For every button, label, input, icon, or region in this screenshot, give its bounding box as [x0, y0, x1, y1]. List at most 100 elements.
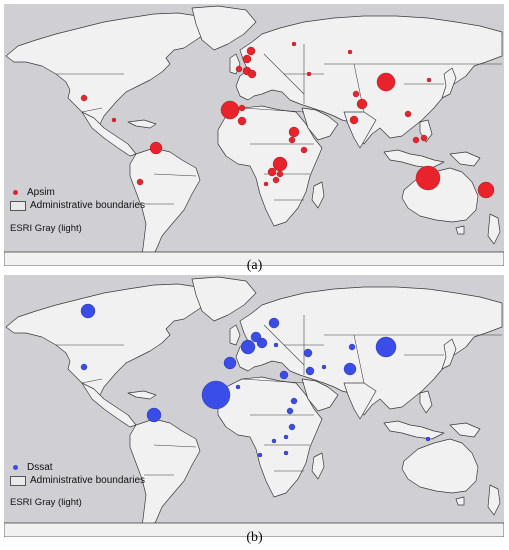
landmass-new-zealand	[487, 213, 501, 245]
landmass-africa	[217, 376, 323, 498]
study-site-marker	[257, 452, 263, 458]
landmass-japan	[441, 67, 457, 99]
study-site-marker	[237, 116, 247, 126]
landmass-india	[343, 382, 377, 420]
land-layer	[4, 276, 504, 537]
landmass-caribbean	[127, 390, 157, 400]
landmass-new-guinea	[449, 422, 481, 438]
basemap-label: ESRI Gray (light)	[10, 497, 82, 508]
landmass-africa	[217, 105, 323, 227]
landmass-north-america	[5, 12, 213, 129]
admin-boundary-line	[153, 444, 197, 448]
study-site-marker	[415, 165, 441, 191]
study-site-marker	[375, 336, 397, 358]
landmass-greenland	[191, 276, 257, 322]
landmass-south-america	[129, 418, 201, 534]
study-site-marker	[80, 363, 88, 371]
study-site-marker	[343, 362, 357, 376]
boundary-swatch-icon	[10, 475, 26, 486]
admin-boundary-line	[241, 378, 305, 384]
legend-series-label: Dssat	[27, 462, 53, 473]
study-site-marker	[80, 94, 88, 102]
study-site-marker	[425, 436, 431, 442]
landmass-madagascar	[311, 452, 325, 480]
study-site-marker	[288, 126, 300, 138]
study-site-marker	[271, 438, 277, 444]
study-site-marker	[238, 104, 246, 112]
study-site-marker	[290, 397, 298, 405]
study-site-marker	[300, 146, 308, 154]
study-site-marker	[321, 364, 327, 370]
caption-b: (b)	[246, 530, 263, 545]
admin-boundary-line	[81, 107, 103, 113]
study-site-marker	[240, 339, 256, 355]
study-site-marker	[272, 156, 288, 172]
study-site-marker	[286, 407, 294, 415]
landmass-caribbean	[127, 119, 157, 129]
basemap-label: ESRI Gray (light)	[10, 223, 82, 234]
landmass-philippines	[419, 390, 433, 414]
landmass-south-america	[129, 147, 201, 263]
study-site-marker	[347, 49, 353, 55]
world-map-dssat	[4, 275, 504, 537]
study-site-marker	[246, 46, 256, 56]
landmass-new-guinea	[449, 151, 481, 167]
boundary-swatch-icon	[10, 200, 26, 211]
landmass-new-zealand	[487, 484, 501, 516]
landmass-eurasia	[235, 15, 503, 145]
landmass-central-america	[81, 111, 137, 157]
landmass-north-america	[5, 283, 213, 400]
study-site-marker	[291, 41, 297, 47]
study-site-marker	[268, 317, 280, 329]
study-site-marker	[223, 356, 237, 370]
legend-boundaries-label: Administrative boundaries	[30, 200, 146, 211]
study-site-marker	[349, 115, 359, 125]
landmass-antarctica	[4, 251, 504, 266]
legend-boundaries-row: Administrative boundaries	[10, 474, 145, 487]
map-svg-apsim	[4, 5, 504, 266]
world-map-apsim	[4, 4, 504, 266]
landmass-central-america	[81, 382, 137, 428]
legend-boundaries-row: Administrative boundaries	[10, 199, 145, 212]
study-site-marker	[80, 303, 96, 319]
map-svg-dssat	[4, 276, 504, 537]
study-site-marker	[146, 407, 162, 423]
study-site-marker	[288, 136, 296, 144]
study-site-marker	[477, 181, 495, 199]
landmass-madagascar	[311, 181, 325, 209]
study-site-marker	[404, 110, 412, 118]
legend-boundaries-label: Administrative boundaries	[30, 475, 146, 486]
study-site-marker	[250, 331, 262, 343]
landmass-uk	[229, 324, 241, 346]
study-site-marker	[283, 434, 289, 440]
legend-dssat: Dssat Administrative boundaries	[10, 461, 145, 487]
landmass-antarctica	[4, 522, 504, 537]
legend-apsim: Apsim Administrative boundaries	[10, 186, 145, 212]
study-site-marker	[279, 370, 289, 380]
admin-boundary-line	[353, 334, 365, 384]
study-site-marker	[201, 380, 231, 410]
study-site-marker	[376, 72, 396, 92]
points-layer-dssat	[80, 303, 431, 458]
study-site-marker	[420, 134, 428, 142]
study-site-marker	[263, 181, 269, 187]
legend-dot-icon	[13, 465, 18, 470]
caption-a: (a)	[246, 258, 263, 273]
map-panel-dssat: Dssat Administrative boundaries ESRI Gra…	[4, 275, 504, 537]
admin-boundary-line	[81, 378, 103, 384]
study-site-marker	[242, 54, 252, 64]
study-site-marker	[352, 90, 360, 98]
study-site-marker	[305, 366, 315, 376]
landmass-arabia	[301, 107, 339, 141]
study-site-marker	[283, 450, 289, 456]
landmass-greenland	[191, 5, 257, 51]
admin-boundary-line	[241, 107, 305, 113]
study-site-marker	[267, 167, 277, 177]
study-site-marker	[306, 71, 312, 77]
study-site-marker	[288, 423, 296, 431]
study-site-marker	[272, 176, 280, 184]
legend-series-row: Apsim	[10, 186, 145, 199]
study-site-marker	[235, 65, 243, 73]
legend-series-label: Apsim	[27, 187, 55, 198]
study-site-marker	[235, 384, 241, 390]
